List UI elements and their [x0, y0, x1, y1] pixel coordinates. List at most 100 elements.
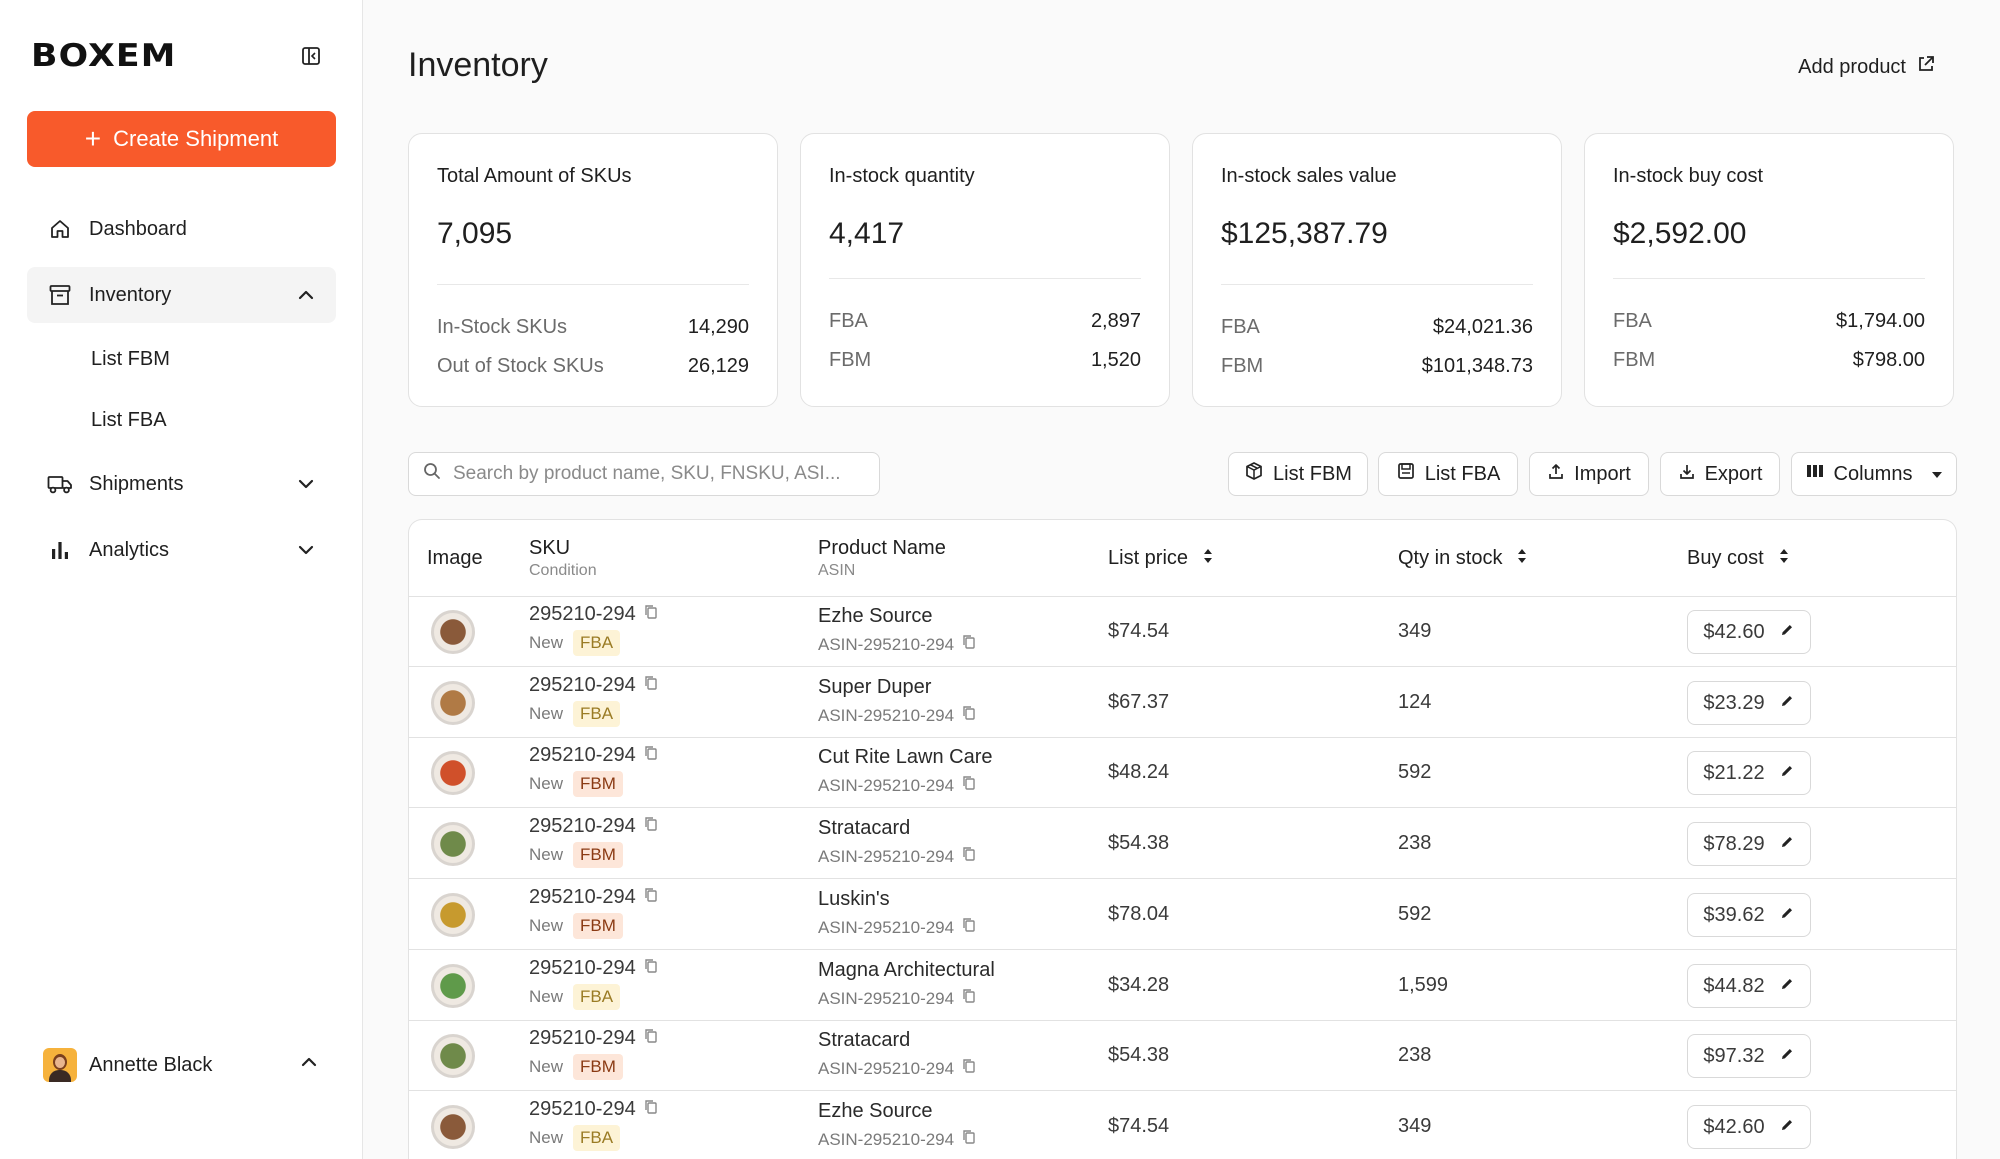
table-row[interactable]: 295210-294 New FBM Cut Rite Lawn Care ASIN-2… — [409, 738, 1956, 808]
sidebar-collapse-icon[interactable] — [301, 46, 321, 66]
sku-cell: 295210-294 New FBA — [529, 957, 658, 1010]
col-list-price[interactable]: List price — [1108, 520, 1214, 597]
table-row[interactable]: 295210-294 New FBA Magna Architectural ASIN-… — [409, 951, 1956, 1021]
buy-cost-edit-button[interactable]: $42.60 — [1687, 1105, 1811, 1149]
archive-box-icon — [47, 282, 73, 308]
col-buy-cost[interactable]: Buy cost — [1687, 520, 1790, 597]
copy-icon[interactable] — [962, 1058, 976, 1079]
create-shipment-button[interactable]: + Create Shipment — [27, 111, 336, 167]
buy-cost-edit-button[interactable]: $39.62 — [1687, 893, 1811, 937]
product-cell: Super Duper ASIN-295210-294 — [818, 676, 976, 726]
channel-badge: FBM — [573, 913, 623, 939]
table-row[interactable]: 295210-294 New FBM Stratacard ASIN-295210-29… — [409, 1021, 1956, 1091]
bar-chart-icon — [47, 537, 73, 563]
chevron-up-icon[interactable] — [300, 1053, 318, 1077]
buy-cost-edit-button[interactable]: $42.60 — [1687, 610, 1811, 654]
buy-cost-edit-button[interactable]: $97.32 — [1687, 1034, 1811, 1078]
sidebar-subitem-list-fbm[interactable]: List FBM — [91, 348, 170, 370]
condition-value: New — [529, 916, 564, 935]
stat-row: FBA 2,897 — [829, 310, 1141, 333]
buy-cost-edit-button[interactable]: $78.29 — [1687, 822, 1811, 866]
product-name[interactable]: Ezhe Source — [818, 605, 933, 627]
brand-logo[interactable]: BOXEM — [31, 38, 177, 74]
table-row[interactable]: 295210-294 New FBM Stratacard ASIN-295210-29… — [409, 809, 1956, 879]
search-input[interactable] — [453, 463, 865, 485]
product-thumbnail[interactable] — [431, 1105, 475, 1149]
export-button[interactable]: Export — [1660, 452, 1780, 496]
product-thumbnail[interactable] — [431, 893, 475, 937]
import-button[interactable]: Import — [1529, 452, 1649, 496]
product-thumbnail[interactable] — [431, 751, 475, 795]
sort-icon[interactable] — [1778, 547, 1790, 571]
copy-icon[interactable] — [962, 705, 976, 726]
copy-icon[interactable] — [962, 917, 976, 938]
table-row[interactable]: 295210-294 New FBA Ezhe Source ASIN-295210-2… — [409, 1092, 1956, 1159]
product-name[interactable]: Super Duper — [818, 676, 932, 698]
add-product-label: Add product — [1798, 55, 1906, 78]
user-menu[interactable]: Annette Black — [43, 1048, 318, 1082]
stat-title: In-stock sales value — [1221, 165, 1397, 187]
copy-icon[interactable] — [644, 886, 658, 909]
buy-cost-edit-button[interactable]: $21.22 — [1687, 751, 1811, 795]
product-name[interactable]: Ezhe Source — [818, 1100, 933, 1122]
copy-icon[interactable] — [962, 846, 976, 867]
asin-value: ASIN-295210-294 — [818, 917, 955, 937]
col-qty[interactable]: Qty in stock — [1398, 520, 1528, 597]
copy-icon[interactable] — [962, 775, 976, 796]
buy-cost-edit-button[interactable]: $23.29 — [1687, 681, 1811, 725]
product-thumbnail[interactable] — [431, 1034, 475, 1078]
download-icon — [1678, 462, 1696, 486]
channel-badge: FBM — [573, 842, 623, 868]
col-buy-cost-label: Buy cost — [1687, 547, 1764, 569]
copy-icon[interactable] — [644, 815, 658, 838]
product-name[interactable]: Magna Architectural — [818, 959, 995, 981]
copy-icon[interactable] — [962, 988, 976, 1009]
product-name[interactable]: Luskin's — [818, 888, 890, 910]
sidebar-item-inventory[interactable]: Inventory — [27, 267, 336, 323]
table-row[interactable]: 295210-294 New FBA Ezhe Source ASIN-295210-2… — [409, 597, 1956, 667]
pencil-icon — [1779, 621, 1795, 644]
table-row[interactable]: 295210-294 New FBA Super Duper ASIN-295210-2… — [409, 668, 1956, 738]
buy-cost-value: $23.29 — [1703, 691, 1765, 714]
copy-icon[interactable] — [644, 603, 658, 626]
stat-divider — [1613, 278, 1925, 279]
stat-card-instock-buy-cost: In-stock buy cost $2,592.00 FBA $1,794.0… — [1584, 133, 1954, 407]
sort-icon[interactable] — [1202, 547, 1214, 571]
condition-value: New — [529, 1057, 564, 1076]
list-fbm-button[interactable]: List FBM — [1228, 452, 1368, 496]
search-box[interactable] — [408, 452, 880, 496]
product-thumbnail[interactable] — [431, 964, 475, 1008]
product-name[interactable]: Stratacard — [818, 817, 911, 839]
stat-row: FBA $24,021.36 — [1221, 316, 1533, 339]
sort-icon[interactable] — [1516, 547, 1528, 571]
chevron-down-icon[interactable] — [296, 474, 316, 494]
list-price-value: $67.37 — [1108, 691, 1170, 713]
sidebar-item-dashboard[interactable]: Dashboard — [27, 201, 336, 257]
sku-value: 295210-294 — [529, 1098, 636, 1120]
product-name[interactable]: Cut Rite Lawn Care — [818, 746, 993, 768]
copy-icon[interactable] — [644, 674, 658, 697]
copy-icon[interactable] — [962, 634, 976, 655]
sidebar-item-analytics[interactable]: Analytics — [27, 522, 336, 578]
chevron-down-icon[interactable] — [296, 540, 316, 560]
chevron-up-icon[interactable] — [296, 285, 316, 305]
copy-icon[interactable] — [962, 1129, 976, 1150]
product-thumbnail[interactable] — [431, 681, 475, 725]
sidebar-subitem-list-fba[interactable]: List FBA — [91, 409, 167, 431]
copy-icon[interactable] — [644, 744, 658, 767]
product-thumbnail[interactable] — [431, 610, 475, 654]
sidebar-item-shipments[interactable]: Shipments — [27, 456, 336, 512]
add-product-link[interactable]: Add product — [1798, 54, 1936, 80]
buy-cost-edit-button[interactable]: $44.82 — [1687, 964, 1811, 1008]
copy-icon[interactable] — [644, 1027, 658, 1050]
copy-icon[interactable] — [644, 1098, 658, 1121]
list-fba-label: List FBA — [1424, 462, 1501, 485]
list-fba-button[interactable]: List FBA — [1378, 452, 1518, 496]
copy-icon[interactable] — [644, 957, 658, 980]
channel-badge: FBA — [573, 1125, 621, 1151]
product-name[interactable]: Stratacard — [818, 1029, 911, 1051]
columns-dropdown[interactable]: Columns — [1791, 452, 1957, 496]
table-row[interactable]: 295210-294 New FBM Luskin's ASIN-295210-294 $… — [409, 880, 1956, 950]
product-thumbnail[interactable] — [431, 822, 475, 866]
col-product: Product Name ASIN — [818, 520, 946, 597]
